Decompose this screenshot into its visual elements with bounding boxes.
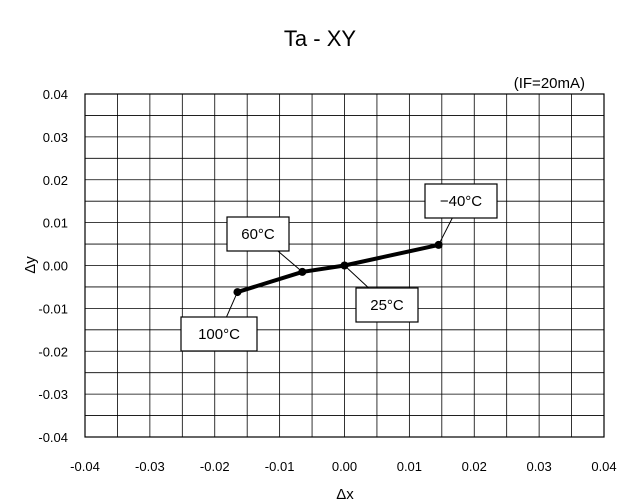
x-tick-label: 0.00 [332,459,357,474]
x-tick-label: 0.03 [526,459,551,474]
annotation-label: 25°C [370,297,404,314]
x-axis-label: Δx [336,486,354,503]
plot-frame [84,93,605,438]
annotations: 100°C 60°C 25°C −40°C [180,183,498,352]
annotation-callout: 100°C [180,291,258,352]
annotation-label: 100°C [198,326,240,343]
y-tick-label: 0.00 [43,259,68,274]
x-tick-label: -0.04 [70,459,100,474]
y-tick-label: 0.01 [43,216,68,231]
x-tick-label: 0.02 [462,459,487,474]
x-tick-label: -0.03 [135,459,165,474]
y-tick-label: -0.03 [38,387,68,402]
annotation-box [424,183,498,219]
annotation-box [226,216,290,252]
grid [84,93,605,438]
x-tick-label: -0.02 [200,459,230,474]
y-tick-label: -0.01 [38,301,68,316]
annotation-callout: 25°C [344,265,419,323]
chart-title: Ta - XY [284,26,356,51]
x-tick-label: 0.01 [397,459,422,474]
series-line [236,242,439,294]
y-axis-ticks: 0.04 0.03 0.02 0.01 0.00 -0.01 -0.02 -0.03 -0.04 [38,87,68,445]
annotation-label: −40°C [440,193,482,210]
y-tick-label: -0.04 [38,430,68,445]
y-axis-label: Δy [22,256,39,274]
chart-condition: (IF=20mA) [514,75,585,92]
annotation-box [355,287,419,323]
x-tick-label: -0.01 [265,459,295,474]
y-tick-label: 0.02 [43,173,68,188]
y-tick-label: -0.02 [38,344,68,359]
annotation-label: 60°C [241,226,275,243]
x-tick-label: 0.04 [591,459,616,474]
y-tick-label: 0.03 [43,130,68,145]
y-tick-label: 0.04 [43,87,68,102]
annotation-callout: −40°C [424,183,498,246]
annotation-box [180,316,258,352]
x-axis-ticks: -0.04 -0.03 -0.02 -0.01 0.00 0.01 0.02 0.03 0.04 [70,459,616,474]
annotation-callout: 60°C [226,216,303,273]
